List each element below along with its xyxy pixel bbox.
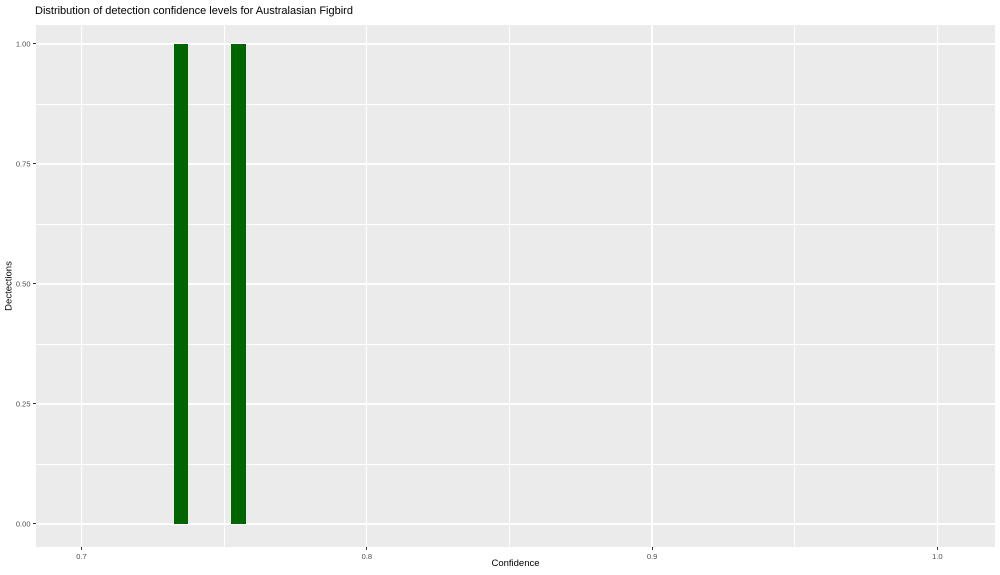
plot-panel	[36, 25, 995, 547]
gridline-y-major	[36, 403, 995, 405]
gridline-y-minor	[36, 463, 995, 465]
histogram-bar	[231, 43, 246, 524]
x-tick-label: 1.0	[932, 551, 943, 561]
plot-title: Distribution of detection confidence lev…	[35, 5, 353, 17]
x-axis-title: Confidence	[491, 558, 540, 569]
x-tick-mark	[81, 547, 82, 550]
gridline-x-minor	[509, 25, 510, 547]
gridline-x-major	[366, 25, 368, 547]
y-tick-label: 0.25	[15, 399, 31, 409]
gridline-y-major	[36, 283, 995, 285]
gridline-x-minor	[794, 25, 796, 547]
gridline-x-minor	[223, 25, 225, 547]
y-tick-mark	[32, 523, 36, 525]
y-tick-mark	[32, 43, 36, 45]
y-tick-label: 0.75	[15, 159, 31, 169]
x-tick-label: 0.7	[76, 551, 87, 561]
y-tick-mark	[32, 403, 36, 405]
x-tick-mark	[366, 547, 368, 550]
x-tick-mark	[936, 547, 938, 550]
x-tick-label: 0.9	[646, 551, 658, 561]
gridline-y-major	[36, 163, 995, 165]
x-tick-mark	[651, 547, 653, 550]
gridline-y-major	[36, 523, 995, 525]
gridline-y-major	[36, 43, 995, 45]
y-tick-mark	[32, 163, 36, 165]
gridline-y-minor	[36, 343, 995, 345]
y-axis-title: Dectections	[3, 261, 15, 311]
y-tick-label: 0.50	[15, 279, 31, 289]
y-tick-label: 1.00	[15, 39, 31, 49]
x-tick-label: 0.8	[361, 551, 373, 561]
gridline-y-minor	[36, 103, 995, 105]
y-tick-mark	[32, 283, 36, 285]
gridline-y-minor	[36, 223, 995, 225]
histogram-bar	[174, 43, 189, 524]
gridline-x-major	[80, 25, 83, 547]
y-tick-label: 0.00	[15, 519, 31, 529]
gridline-x-major	[651, 25, 653, 547]
gridline-x-major	[936, 25, 939, 547]
